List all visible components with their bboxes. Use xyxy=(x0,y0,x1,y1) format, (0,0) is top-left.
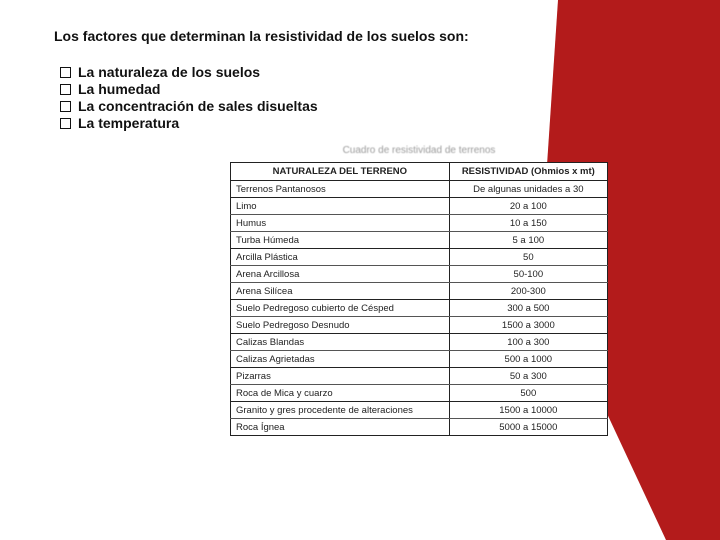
table-cell-resistivity: 10 a 150 xyxy=(449,215,607,232)
table-cell-terrain: Limo xyxy=(231,198,450,215)
table-row: Terrenos PantanososDe algunas unidades a… xyxy=(231,181,608,198)
table-row: Arena Silícea200-300 xyxy=(231,283,608,300)
table-cell-resistivity: 1500 a 3000 xyxy=(449,317,607,334)
table-row: Roca Ígnea5000 a 15000 xyxy=(231,419,608,436)
checkbox-icon xyxy=(60,118,71,129)
table-cell-terrain: Humus xyxy=(231,215,450,232)
checkbox-icon xyxy=(60,84,71,95)
table-row: Roca de Mica y cuarzo500 xyxy=(231,385,608,402)
table-row: Arcilla Plástica50 xyxy=(231,249,608,266)
bullet-text: La concentración de sales disueltas xyxy=(78,98,318,114)
table-cell-resistivity: 200-300 xyxy=(449,283,607,300)
bullet-item: La temperatura xyxy=(60,115,720,131)
slide-title: Los factores que determinan la resistivi… xyxy=(54,28,720,44)
table-cell-terrain: Suelo Pedregoso Desnudo xyxy=(231,317,450,334)
table-cell-terrain: Calizas Agrietadas xyxy=(231,351,450,368)
table-cell-resistivity: 50 a 300 xyxy=(449,368,607,385)
bullet-item: La concentración de sales disueltas xyxy=(60,98,720,114)
table-cell-terrain: Turba Húmeda xyxy=(231,232,450,249)
table-cell-resistivity: 5000 a 15000 xyxy=(449,419,607,436)
table-cell-terrain: Arena Arcillosa xyxy=(231,266,450,283)
table-row: Granito y gres procedente de alteracione… xyxy=(231,402,608,419)
slide-content: Los factores que determinan la resistivi… xyxy=(0,0,720,436)
bullet-text: La temperatura xyxy=(78,115,179,131)
bullet-list: La naturaleza de los suelos La humedad L… xyxy=(60,64,720,131)
bullet-text: La humedad xyxy=(78,81,160,97)
table-cell-terrain: Arena Silícea xyxy=(231,283,450,300)
table-header-row: NATURALEZA DEL TERRENO RESISTIVIDAD (Ohm… xyxy=(231,163,608,181)
table-cell-terrain: Calizas Blandas xyxy=(231,334,450,351)
table-cell-terrain: Suelo Pedregoso cubierto de Césped xyxy=(231,300,450,317)
table-row: Suelo Pedregoso cubierto de Césped300 a … xyxy=(231,300,608,317)
table-header: NATURALEZA DEL TERRENO xyxy=(231,163,450,181)
table-cell-terrain: Arcilla Plástica xyxy=(231,249,450,266)
checkbox-icon xyxy=(60,101,71,112)
table-row: Calizas Agrietadas500 a 1000 xyxy=(231,351,608,368)
table-cell-resistivity: 5 a 100 xyxy=(449,232,607,249)
table-cell-resistivity: 50 xyxy=(449,249,607,266)
table-cell-resistivity: 500 a 1000 xyxy=(449,351,607,368)
checkbox-icon xyxy=(60,67,71,78)
table-row: Humus10 a 150 xyxy=(231,215,608,232)
table-body: Terrenos PantanososDe algunas unidades a… xyxy=(231,181,608,436)
bullet-item: La humedad xyxy=(60,81,720,97)
table-cell-resistivity: De algunas unidades a 30 xyxy=(449,181,607,198)
table-cell-terrain: Roca Ígnea xyxy=(231,419,450,436)
bullet-text: La naturaleza de los suelos xyxy=(78,64,260,80)
table-cell-resistivity: 1500 a 10000 xyxy=(449,402,607,419)
table-row: Calizas Blandas100 a 300 xyxy=(231,334,608,351)
table-caption: Cuadro de resistividad de terrenos xyxy=(230,145,608,156)
table-cell-resistivity: 500 xyxy=(449,385,607,402)
bullet-item: La naturaleza de los suelos xyxy=(60,64,720,80)
table-row: Arena Arcillosa50-100 xyxy=(231,266,608,283)
table-cell-resistivity: 300 a 500 xyxy=(449,300,607,317)
table-cell-terrain: Roca de Mica y cuarzo xyxy=(231,385,450,402)
table-row: Pizarras50 a 300 xyxy=(231,368,608,385)
table-cell-resistivity: 100 a 300 xyxy=(449,334,607,351)
table-cell-terrain: Terrenos Pantanosos xyxy=(231,181,450,198)
resistivity-table: NATURALEZA DEL TERRENO RESISTIVIDAD (Ohm… xyxy=(230,162,608,436)
table-cell-resistivity: 20 a 100 xyxy=(449,198,607,215)
table-row: Suelo Pedregoso Desnudo1500 a 3000 xyxy=(231,317,608,334)
table-cell-resistivity: 50-100 xyxy=(449,266,607,283)
table-row: Limo20 a 100 xyxy=(231,198,608,215)
table-header: RESISTIVIDAD (Ohmios x mt) xyxy=(449,163,607,181)
table-row: Turba Húmeda5 a 100 xyxy=(231,232,608,249)
resistivity-table-area: Cuadro de resistividad de terrenos NATUR… xyxy=(230,145,608,436)
table-cell-terrain: Granito y gres procedente de alteracione… xyxy=(231,402,450,419)
table-cell-terrain: Pizarras xyxy=(231,368,450,385)
